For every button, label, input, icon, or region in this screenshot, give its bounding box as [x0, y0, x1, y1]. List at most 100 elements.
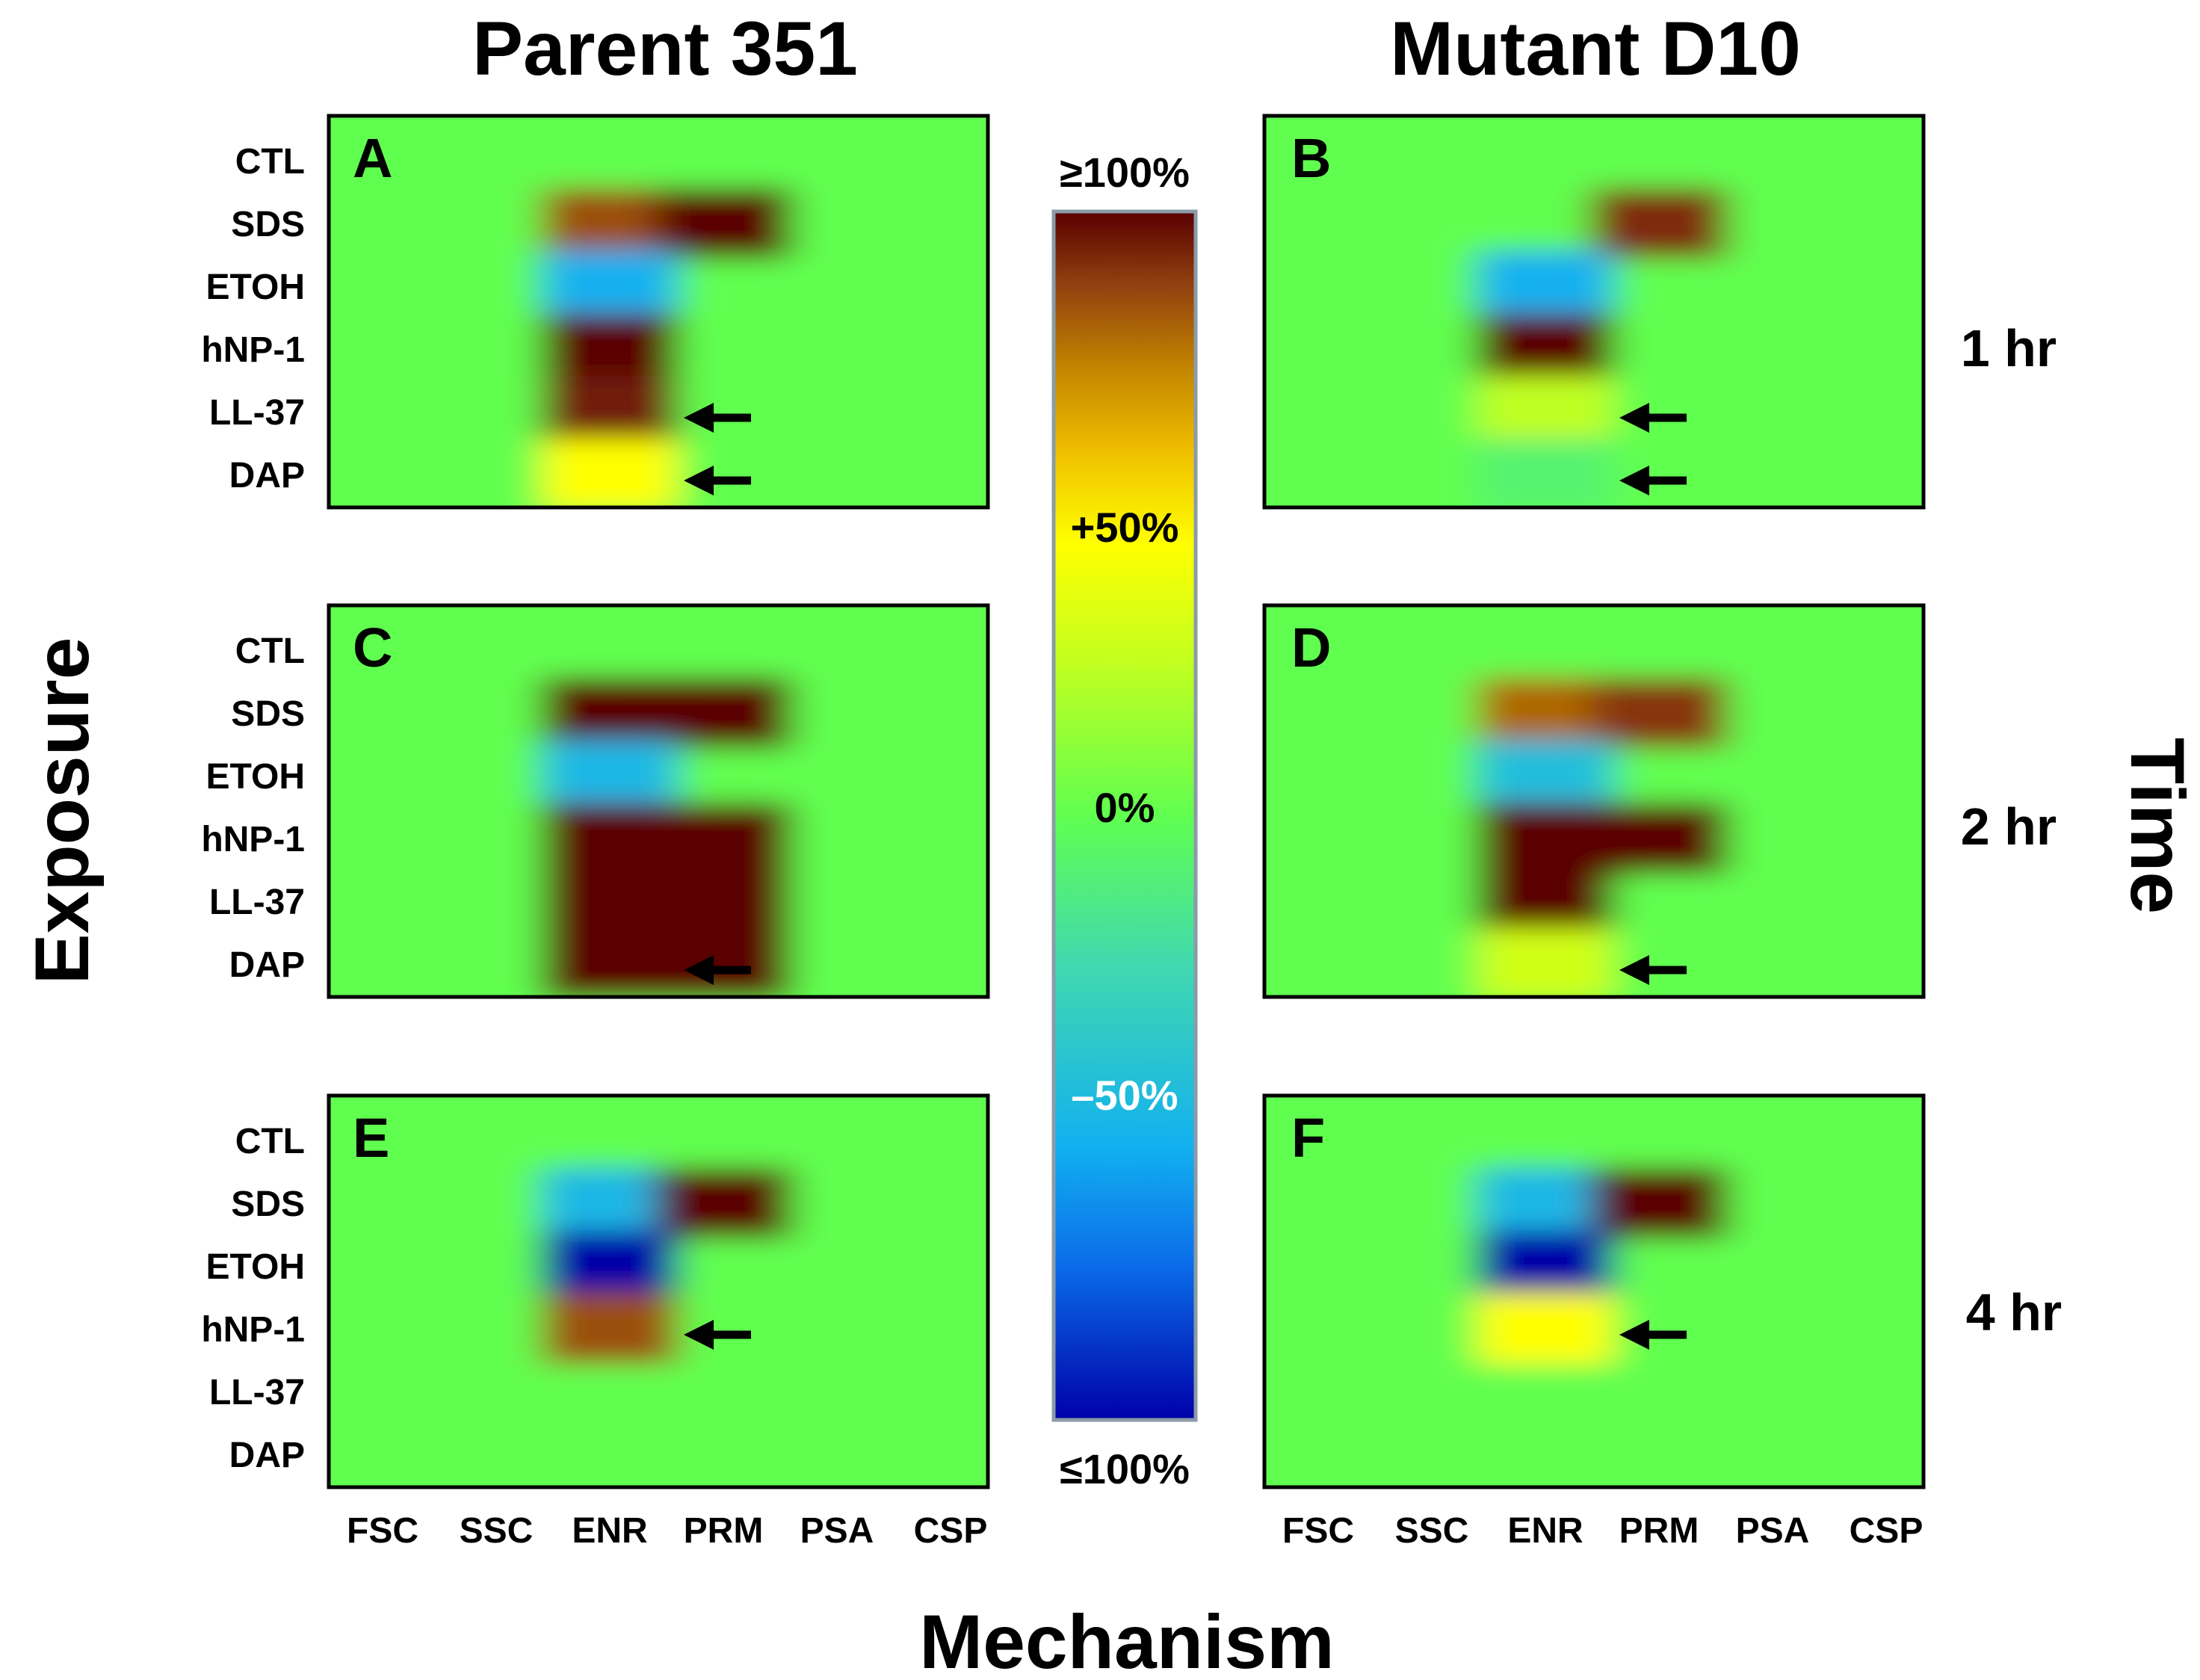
heatmap-cell	[1477, 312, 1614, 386]
heatmap-cell	[1477, 802, 1614, 875]
column-label-enr: ENR	[572, 1511, 647, 1551]
heatmap-cell	[1477, 1229, 1614, 1303]
row-label-hnp1: hNP-1	[201, 820, 305, 859]
column-title-mutant: Mutant D10	[1390, 6, 1801, 91]
time-label-2hr: 2 hr	[1961, 797, 2057, 856]
panel-E: E CTL SDS ETOH hNP-1 LL-37 DAP FSC SSC ENR PRM PSA…	[201, 1093, 990, 1551]
row-label-etoh: ETOH	[206, 1247, 305, 1287]
column-label-psa: PSA	[800, 1511, 874, 1551]
row-label-ctl: CTL	[235, 631, 305, 671]
panel-letter-E: E	[353, 1107, 389, 1169]
panel-A: A CTL SDS ETOH hNP-1 LL-37 DAP	[201, 114, 990, 510]
panel-D: D	[1262, 603, 1926, 999]
colorbar-label-minus50: –50%	[1071, 1072, 1178, 1119]
row-label-ll37: LL-37	[209, 1373, 305, 1412]
panel-letter-F: F	[1291, 1107, 1325, 1169]
colorbar-label-max: ≥100%	[1060, 149, 1190, 196]
heatmap-cell	[541, 1167, 679, 1240]
y-axis-title: Exposure	[19, 637, 105, 985]
heatmap-cell	[541, 1229, 679, 1303]
heatmap-cell	[1477, 375, 1614, 448]
row-label-hnp1: hNP-1	[201, 1310, 305, 1350]
column-label-fsc: FSC	[347, 1511, 418, 1551]
row-label-dap: DAP	[229, 456, 305, 495]
heatmap-cell	[1590, 187, 1728, 260]
panel-B: B	[1262, 114, 1926, 510]
arrow-icon	[684, 955, 751, 985]
column-label-enr: ENR	[1507, 1511, 1583, 1551]
colorbar: ≥100% +50% 0% –50% ≤100%	[1051, 149, 1198, 1492]
row-label-hnp1: hNP-1	[201, 330, 305, 370]
heatmap-cell	[655, 927, 792, 997]
heatmap-cell	[541, 927, 679, 997]
heatmap-cell	[541, 438, 679, 507]
heatmap-cell	[1590, 676, 1728, 750]
arrow-icon	[684, 1320, 751, 1350]
heatmap-cell	[1477, 1167, 1614, 1240]
row-label-ll37: LL-37	[209, 393, 305, 433]
arrow-icon	[1619, 403, 1687, 433]
column-label-psa: PSA	[1736, 1511, 1810, 1551]
heatmap-cell	[1477, 865, 1614, 938]
panel-letter-A: A	[353, 127, 392, 189]
heatmap-cell	[541, 312, 679, 386]
row-label-dap: DAP	[229, 1436, 305, 1475]
column-label-ssc: SSC	[1395, 1511, 1469, 1551]
row-label-etoh: ETOH	[206, 268, 305, 307]
row-label-dap: DAP	[229, 945, 305, 985]
heatmap-cell	[541, 802, 679, 875]
row-label-ll37: LL-37	[209, 883, 305, 922]
heatmap-cell	[1477, 438, 1614, 507]
heatmap-cell	[655, 1167, 792, 1240]
row-label-sds: SDS	[231, 205, 305, 244]
row-label-sds: SDS	[231, 694, 305, 734]
arrow-icon	[1619, 1320, 1687, 1350]
heatmap-cell	[655, 676, 792, 750]
row-label-ctl: CTL	[235, 142, 305, 182]
arrow-icon	[1619, 466, 1687, 495]
arrow-icon	[684, 466, 751, 495]
heatmap-cell	[541, 865, 679, 938]
panel-letter-B: B	[1291, 127, 1331, 189]
heatmap-cell	[1477, 676, 1614, 750]
column-label-csp: CSP	[914, 1511, 988, 1551]
heatmap-cell	[541, 375, 679, 448]
heatmap-cell	[541, 739, 679, 812]
heatmap-cell	[1477, 250, 1614, 323]
arrow-icon	[1619, 955, 1687, 985]
column-title-parent: Parent 351	[472, 6, 858, 91]
column-label-prm: PRM	[1619, 1511, 1699, 1551]
time-label-4hr: 4 hr	[1966, 1283, 2062, 1341]
heatmap-cell	[1477, 739, 1614, 812]
panel-F: F FSC SSC ENR PRM PSA CSP	[1262, 1093, 1926, 1551]
heatmap-cell	[655, 187, 792, 260]
colorbar-scale	[1051, 209, 1198, 1422]
colorbar-label-min: ≤100%	[1060, 1445, 1190, 1492]
colorbar-label-zero: 0%	[1095, 784, 1155, 831]
arrow-icon	[684, 403, 751, 433]
heatmap-cell	[541, 187, 679, 260]
heatmap-cell	[655, 802, 792, 875]
heatmap-cell	[541, 676, 679, 750]
time-label-1hr: 1 hr	[1961, 319, 2057, 377]
heatmap-cell	[655, 865, 792, 938]
panel-letter-D: D	[1291, 617, 1331, 679]
row-label-sds: SDS	[231, 1185, 305, 1224]
panel-C: C CTL SDS ETOH hNP-1 LL-37 DAP	[201, 603, 990, 999]
x-axis-title: Mechanism	[919, 1599, 1335, 1680]
heatmap-cell	[1590, 802, 1728, 875]
heatmap-cell	[1477, 1292, 1614, 1365]
column-label-ssc: SSC	[460, 1511, 534, 1551]
row-label-ctl: CTL	[235, 1122, 305, 1161]
row-label-etoh: ETOH	[206, 757, 305, 797]
heatmap-cell	[1477, 927, 1614, 997]
panel-letter-C: C	[353, 617, 392, 679]
right-axis-title: Time	[2115, 738, 2200, 914]
heatmap-cell	[541, 250, 679, 323]
heatmap-cell	[1590, 1167, 1728, 1240]
column-label-csp: CSP	[1850, 1511, 1924, 1551]
colorbar-label-plus50: +50%	[1071, 504, 1179, 551]
column-label-fsc: FSC	[1282, 1511, 1354, 1551]
heatmap-cell	[541, 1292, 679, 1365]
